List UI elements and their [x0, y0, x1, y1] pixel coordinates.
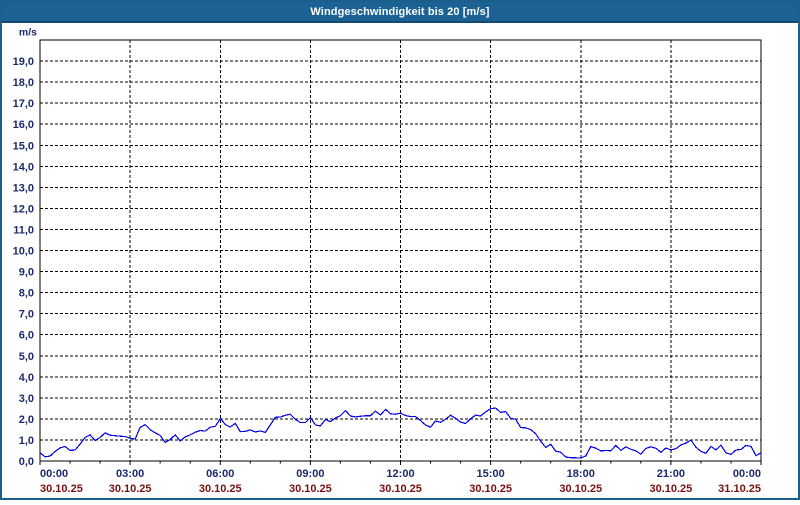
svg-text:3,0: 3,0	[19, 393, 34, 405]
svg-text:15,0: 15,0	[13, 140, 34, 152]
svg-text:30.10.25: 30.10.25	[649, 483, 692, 495]
svg-text:13,0: 13,0	[13, 182, 34, 194]
svg-text:8,0: 8,0	[19, 288, 34, 300]
svg-text:00:00: 00:00	[733, 468, 761, 480]
svg-text:12,0: 12,0	[13, 203, 34, 215]
svg-text:4,0: 4,0	[19, 372, 34, 384]
svg-text:2,0: 2,0	[19, 414, 34, 426]
svg-text:16,0: 16,0	[13, 119, 34, 131]
svg-text:30.10.25: 30.10.25	[109, 483, 152, 495]
svg-text:18:00: 18:00	[567, 468, 595, 480]
svg-text:30.10.25: 30.10.25	[379, 483, 422, 495]
svg-text:14,0: 14,0	[13, 161, 34, 173]
svg-text:30.10.25: 30.10.25	[40, 483, 83, 495]
svg-text:21:00: 21:00	[657, 468, 685, 480]
svg-text:12:00: 12:00	[386, 468, 414, 480]
svg-text:30.10.25: 30.10.25	[289, 483, 332, 495]
svg-text:15:00: 15:00	[477, 468, 505, 480]
svg-text:06:00: 06:00	[206, 468, 234, 480]
svg-text:30.10.25: 30.10.25	[199, 483, 242, 495]
svg-text:19,0: 19,0	[13, 56, 34, 68]
svg-text:11,0: 11,0	[13, 224, 34, 236]
svg-text:m/s: m/s	[19, 27, 37, 39]
svg-text:7,0: 7,0	[19, 309, 34, 321]
svg-text:1,0: 1,0	[19, 435, 34, 447]
svg-text:0,0: 0,0	[19, 456, 34, 468]
svg-text:00:00: 00:00	[40, 468, 68, 480]
svg-text:09:00: 09:00	[296, 468, 324, 480]
svg-text:03:00: 03:00	[116, 468, 144, 480]
svg-text:31.10.25: 31.10.25	[718, 483, 761, 495]
svg-text:6,0: 6,0	[19, 330, 34, 342]
svg-text:9,0: 9,0	[19, 267, 34, 279]
svg-text:5,0: 5,0	[19, 351, 34, 363]
svg-text:18,0: 18,0	[13, 77, 34, 89]
svg-text:10,0: 10,0	[13, 246, 34, 258]
svg-text:30.10.25: 30.10.25	[559, 483, 602, 495]
svg-text:17,0: 17,0	[13, 98, 34, 110]
svg-text:30.10.25: 30.10.25	[469, 483, 512, 495]
